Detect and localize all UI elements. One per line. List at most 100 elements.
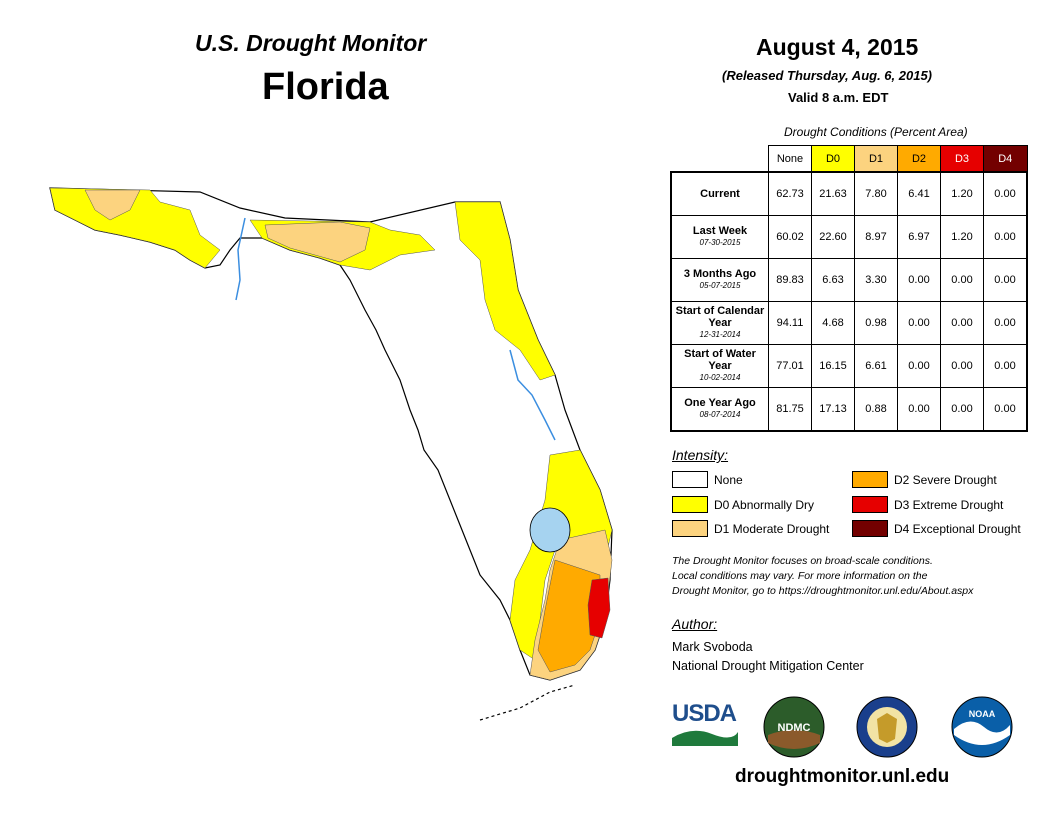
- table-cell: 16.15: [811, 344, 855, 388]
- table-cell: 3.30: [854, 258, 898, 302]
- col-header-none: None: [768, 145, 812, 173]
- table-cell: 0.00: [983, 215, 1028, 259]
- row-label: Start of Water Year 10-02-2014: [670, 344, 769, 388]
- col-header-d3: D3: [940, 145, 984, 173]
- table-cell: 0.00: [897, 387, 941, 432]
- footer-url[interactable]: droughtmonitor.unl.edu: [735, 766, 950, 787]
- legend-swatch: [672, 520, 708, 537]
- legend-label: D1 Moderate Drought: [714, 521, 830, 536]
- table-cell: 0.00: [940, 301, 984, 345]
- table-cell: 0.00: [983, 171, 1028, 216]
- table-header-row: None D0 D1 D2 D3 D4: [671, 145, 1028, 173]
- table-row: Start of Calendar Year 12-31-2014 94.11 4.6…: [670, 301, 1028, 345]
- legend-item: D3 Extreme Drought: [852, 496, 1003, 513]
- d1-area-big-bend: [264, 221, 371, 263]
- d0-area-northeast: [454, 201, 556, 381]
- row-date: 12-31-2014: [699, 330, 741, 339]
- col-header-d4: D4: [983, 145, 1028, 173]
- table-cell: 89.83: [768, 258, 812, 302]
- legend-item: D0 Abnormally Dry: [672, 496, 814, 513]
- row-date: 08-07-2014: [699, 410, 741, 419]
- d0-area-southeast: [509, 449, 613, 661]
- table-cell: 6.63: [811, 258, 855, 302]
- table-corner: [671, 146, 769, 173]
- note-text: The Drought Monitor focuses on broad-sca…: [672, 554, 1052, 599]
- legend-item: D4 Exceptional Drought: [852, 520, 1021, 537]
- legend-swatch: [852, 471, 888, 488]
- table-cell: 0.00: [897, 344, 941, 388]
- row-date: 10-02-2014: [699, 373, 741, 382]
- author-info: Mark Svoboda National Drought Mitigation…: [672, 638, 864, 676]
- note-line-3: Drought Monitor, go to https://droughtmo…: [672, 585, 974, 597]
- legend-swatch: [672, 471, 708, 488]
- d3-area-southeast-coast: [587, 577, 611, 639]
- col-header-d2: D2: [897, 145, 941, 173]
- d1-area-west: [84, 189, 141, 221]
- legend-label: D3 Extreme Drought: [894, 497, 1004, 512]
- row-label-text: Last Week: [692, 225, 748, 237]
- table-cell: 0.00: [940, 387, 984, 432]
- author-heading: Author:: [672, 616, 718, 632]
- table-cell: 0.00: [983, 387, 1028, 432]
- legend-swatch: [852, 520, 888, 537]
- florida-drought-map: [49, 187, 613, 721]
- table-cell: 6.97: [897, 215, 941, 259]
- table-cell: 0.00: [983, 344, 1028, 388]
- legend-label: D2 Severe Drought: [894, 472, 997, 487]
- note-line-2: Local conditions may vary. For more info…: [672, 570, 928, 582]
- legend-heading: Intensity:: [672, 447, 729, 463]
- table-cell: 77.01: [768, 344, 812, 388]
- state-name: Florida: [262, 66, 389, 108]
- usda-logo-text: USDA: [672, 700, 737, 727]
- lake-okeechobee: [529, 507, 571, 553]
- row-label-text: Start of Calendar Year: [675, 305, 765, 329]
- table-cell: 94.11: [768, 301, 812, 345]
- legend-item: D2 Severe Drought: [852, 471, 997, 488]
- row-label-text: Current: [700, 188, 740, 200]
- row-label-text: Start of Water Year: [684, 348, 756, 372]
- noaa-logo-text: NOAA: [969, 709, 996, 719]
- table-row: Last Week 07-30-2015 60.02 22.60 8.97 6.97 1.2…: [670, 215, 1028, 259]
- table-cell: 0.00: [940, 258, 984, 302]
- commerce-seal-logo: [856, 696, 918, 758]
- table-cell: 62.73: [768, 171, 812, 216]
- row-label: Current: [670, 171, 769, 216]
- table-row: Current 62.73 21.63 7.80 6.41 1.20 0.00: [670, 171, 1028, 216]
- map-title: U.S. Drought Monitor: [195, 30, 427, 56]
- valid-time: Valid 8 a.m. EDT: [788, 90, 889, 105]
- row-label: Start of Calendar Year 12-31-2014: [670, 301, 769, 345]
- river-st-johns: [509, 349, 556, 441]
- noaa-logo: NOAA: [951, 696, 1013, 758]
- table-cell: 60.02: [768, 215, 812, 259]
- ndmc-logo-text: NDMC: [778, 722, 811, 734]
- table-row: One Year Ago 08-07-2014 81.75 17.13 0.88 0.00…: [670, 387, 1028, 432]
- author-org: National Drought Mitigation Center: [672, 659, 864, 673]
- col-header-d1: D1: [854, 145, 898, 173]
- table-cell: 1.20: [940, 171, 984, 216]
- usda-logo: USDA: [672, 700, 738, 748]
- row-label: 3 Months Ago 05-07-2015: [670, 258, 769, 302]
- table-cell: 0.00: [897, 301, 941, 345]
- table-cell: 81.75: [768, 387, 812, 432]
- col-header-d0: D0: [811, 145, 855, 173]
- legend-label: D0 Abnormally Dry: [714, 497, 815, 512]
- row-date: 07-30-2015: [699, 238, 741, 247]
- row-label: Last Week 07-30-2015: [670, 215, 769, 259]
- table-cell: 6.41: [897, 171, 941, 216]
- legend-item: None: [672, 471, 743, 488]
- table-cell: 7.80: [854, 171, 898, 216]
- drought-conditions-table: None D0 D1 D2 D3 D4 Current 62.73 21.63 7.8…: [670, 145, 1028, 432]
- conditions-caption: Drought Conditions (Percent Area): [784, 125, 968, 139]
- map-date: August 4, 2015: [756, 34, 919, 60]
- table-cell: 8.97: [854, 215, 898, 259]
- row-label: One Year Ago 08-07-2014: [670, 387, 769, 432]
- table-cell: 0.00: [940, 344, 984, 388]
- table-cell: 21.63: [811, 171, 855, 216]
- florida-keys: [479, 684, 576, 721]
- row-date: 05-07-2015: [699, 281, 741, 290]
- table-cell: 22.60: [811, 215, 855, 259]
- table-row: 3 Months Ago 05-07-2015 89.83 6.63 3.30 0.00 0…: [670, 258, 1028, 302]
- table-cell: 4.68: [811, 301, 855, 345]
- table-cell: 0.00: [983, 258, 1028, 302]
- table-cell: 1.20: [940, 215, 984, 259]
